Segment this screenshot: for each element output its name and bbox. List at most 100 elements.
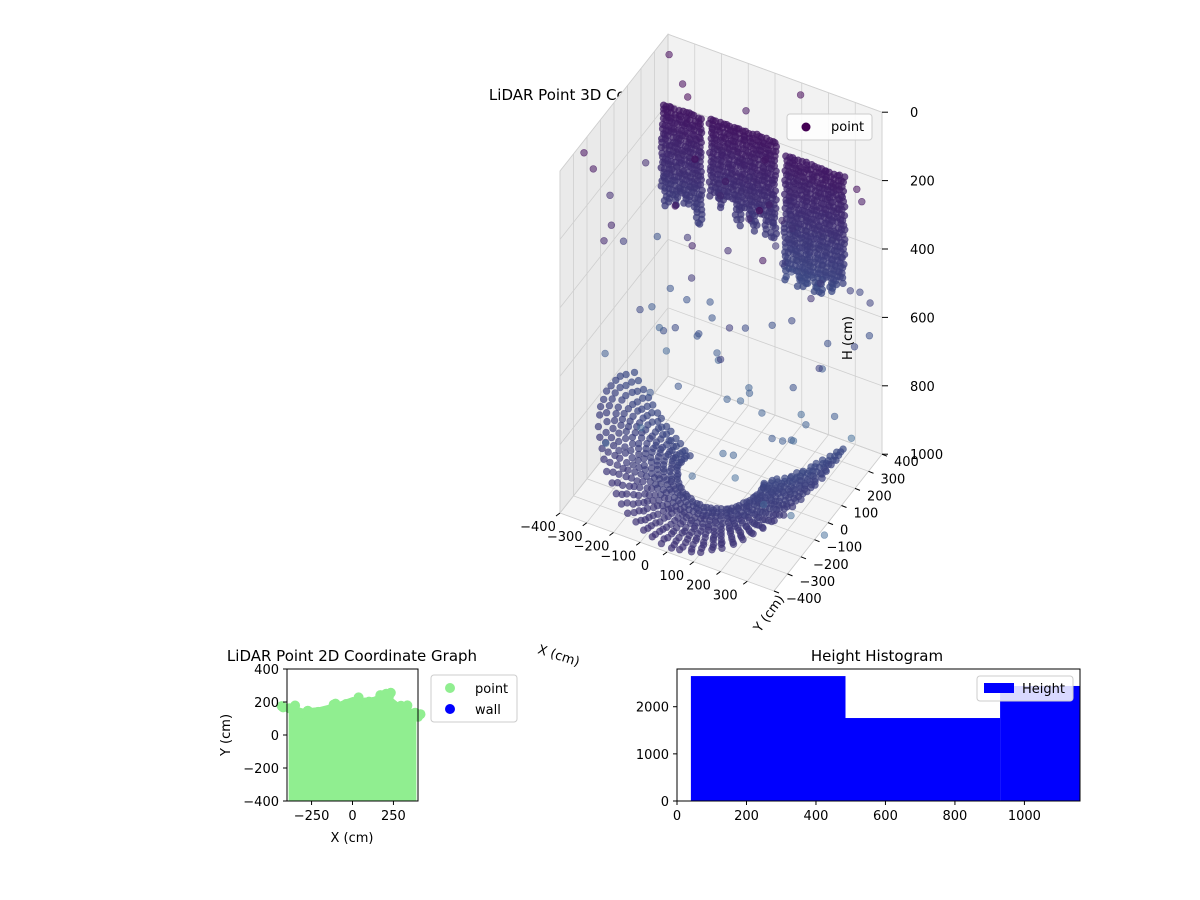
y-tick-label: −200 bbox=[243, 762, 279, 777]
point-3d bbox=[617, 500, 626, 508]
point-3d bbox=[759, 256, 767, 265]
point-3d bbox=[623, 509, 632, 517]
x-tick-label: −250 bbox=[294, 809, 330, 824]
point-3d bbox=[755, 206, 764, 215]
chart-2d-legend: point wall bbox=[430, 674, 518, 723]
point-3d bbox=[832, 456, 840, 464]
histogram-legend-swatch bbox=[984, 683, 1014, 693]
point-2d bbox=[328, 699, 339, 710]
point-3d bbox=[725, 324, 734, 332]
point-3d bbox=[662, 347, 671, 355]
y-tick-label: −100 bbox=[827, 541, 863, 556]
point-3d bbox=[602, 439, 610, 447]
point-3d bbox=[629, 412, 637, 421]
point-3d bbox=[811, 481, 819, 489]
point-3d bbox=[608, 479, 616, 487]
point-3d bbox=[612, 410, 620, 418]
point-3d bbox=[625, 482, 634, 490]
point-3d bbox=[602, 387, 611, 395]
chart-histogram: Height Histogram 0 200 400 600 800 1000 0 1000 2… bbox=[636, 647, 1081, 824]
grid-h bbox=[559, 33, 883, 172]
point-3d bbox=[729, 540, 738, 548]
point-3d bbox=[600, 237, 608, 245]
point-3d bbox=[759, 500, 768, 509]
point-2d bbox=[284, 703, 295, 714]
point-3d bbox=[678, 80, 687, 88]
point-3d bbox=[631, 468, 639, 476]
chart-3d-ylabel: Y (cm) bbox=[751, 593, 788, 637]
point-3d bbox=[667, 544, 676, 552]
y-tick-label: 2000 bbox=[636, 701, 669, 716]
y-tick-mark bbox=[814, 539, 820, 543]
point-3d bbox=[770, 234, 778, 242]
point-3d bbox=[629, 500, 637, 508]
point-3d bbox=[788, 317, 796, 325]
x-tick-label: −200 bbox=[574, 540, 610, 555]
point-3d bbox=[778, 216, 786, 225]
point-3d bbox=[768, 321, 776, 329]
point-3d bbox=[797, 410, 805, 419]
point-3d bbox=[641, 159, 650, 167]
point-3d bbox=[622, 370, 630, 379]
point-3d bbox=[847, 434, 856, 442]
histogram-bar bbox=[1000, 685, 1080, 801]
point-3d bbox=[665, 50, 673, 59]
point-3d bbox=[609, 441, 618, 450]
point-3d bbox=[632, 518, 640, 526]
point-3d bbox=[662, 422, 671, 431]
point-3d bbox=[739, 535, 747, 544]
x-tick-label: 400 bbox=[804, 809, 829, 824]
point-3d bbox=[628, 454, 636, 462]
point-3d bbox=[598, 444, 606, 453]
point-3d bbox=[633, 477, 641, 485]
point-3d bbox=[716, 203, 725, 212]
x-tick-label: 250 bbox=[381, 809, 406, 824]
point-3d bbox=[856, 288, 864, 296]
y-tick-mark bbox=[773, 590, 780, 594]
point-2d bbox=[341, 699, 351, 709]
point-3d bbox=[721, 177, 730, 186]
point-3d bbox=[611, 451, 619, 460]
point-3d bbox=[610, 416, 619, 425]
y-tick-label: 0 bbox=[840, 524, 848, 539]
point-3d bbox=[671, 202, 679, 210]
point-3d bbox=[822, 467, 830, 475]
y-tick-label: 200 bbox=[254, 696, 279, 711]
y-tick-label: −200 bbox=[813, 558, 849, 573]
point-3d bbox=[671, 324, 679, 332]
chart-2d-title: LiDAR Point 2D Coordinate Graph bbox=[227, 647, 477, 665]
point-3d bbox=[628, 440, 637, 448]
point-3d bbox=[741, 324, 750, 332]
point-3d bbox=[745, 174, 754, 182]
point-3d bbox=[787, 268, 796, 276]
point-3d bbox=[630, 368, 639, 377]
point-3d bbox=[716, 355, 725, 364]
point-3d bbox=[622, 458, 631, 467]
point-3d bbox=[787, 511, 795, 520]
point-3d bbox=[761, 156, 769, 164]
point-3d bbox=[830, 412, 839, 421]
grid-h bbox=[559, 307, 883, 445]
point-3d bbox=[771, 242, 780, 250]
point-3d bbox=[688, 472, 696, 480]
chart-2d-plot bbox=[276, 687, 426, 801]
chart-3d-legend-marker bbox=[801, 122, 811, 132]
point-3d bbox=[667, 427, 675, 435]
point-3d bbox=[609, 468, 617, 476]
point-3d bbox=[649, 503, 658, 512]
chart-3d-legend-label: point bbox=[831, 120, 864, 135]
point-3d bbox=[673, 193, 682, 202]
point-3d bbox=[607, 221, 616, 229]
point-3d bbox=[631, 429, 639, 437]
point-3d bbox=[655, 323, 664, 332]
chart-2d: LiDAR Point 2D Coordinate Graph −250 0 250… bbox=[219, 647, 518, 846]
point-2d bbox=[383, 691, 394, 702]
point-3d bbox=[683, 93, 692, 101]
point-3d bbox=[653, 409, 662, 417]
point-3d bbox=[832, 280, 841, 289]
y-tick-mark bbox=[827, 522, 834, 526]
point-3d bbox=[729, 451, 738, 459]
y-tick-mark bbox=[868, 470, 874, 474]
y-tick-mark bbox=[841, 505, 847, 508]
